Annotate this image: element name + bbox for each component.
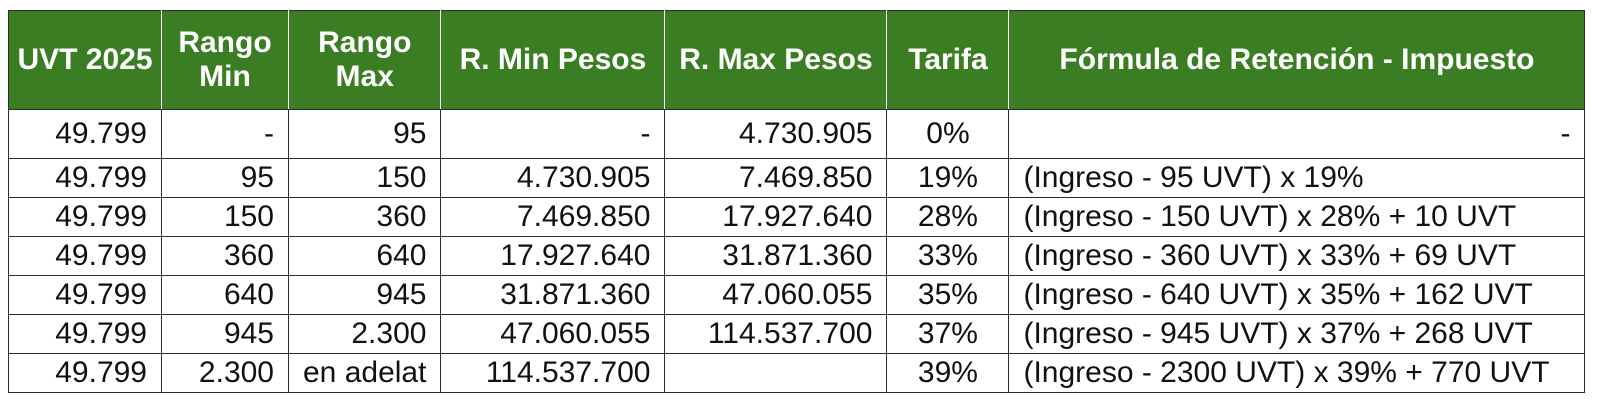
cell-rango-min: 150 — [161, 197, 289, 237]
cell-formula: - — [1008, 109, 1586, 159]
cell-formula: (Ingreso - 95 UVT) x 19% — [1008, 158, 1586, 198]
table-row: 49.799 945 2.300 47.060.055 114.537.700 … — [8, 314, 1586, 354]
cell-r-min-pesos: 17.927.640 — [440, 236, 666, 276]
cell-r-min-pesos: - — [440, 109, 666, 159]
cell-r-max-pesos: 17.927.640 — [664, 197, 888, 237]
cell-rango-min: - — [161, 109, 289, 159]
cell-r-max-pesos: 47.060.055 — [664, 275, 888, 315]
cell-r-max-pesos: 114.537.700 — [664, 314, 888, 354]
cell-rango-max: 2.300 — [287, 314, 442, 354]
cell-rango-max: en adelat — [287, 353, 442, 393]
cell-rango-max: 640 — [287, 236, 442, 276]
cell-rango-max: 945 — [287, 275, 442, 315]
header-r-max-pesos: R. Max Pesos — [664, 10, 888, 110]
cell-r-min-pesos: 47.060.055 — [440, 314, 666, 354]
table-row: 49.799 360 640 17.927.640 31.871.360 33%… — [8, 236, 1586, 276]
header-tarifa: Tarifa — [886, 10, 1010, 110]
cell-tarifa: 35% — [886, 275, 1010, 315]
cell-formula: (Ingreso - 2300 UVT) x 39% + 770 UVT — [1008, 353, 1586, 393]
header-uvt: UVT 2025 — [8, 10, 162, 110]
cell-uvt: 49.799 — [8, 158, 162, 198]
cell-rango-max: 360 — [287, 197, 442, 237]
cell-r-max-pesos: 4.730.905 — [664, 109, 888, 159]
table-row: 49.799 - 95 - 4.730.905 0% - — [8, 109, 1586, 159]
cell-uvt: 49.799 — [8, 109, 162, 159]
cell-r-max-pesos: 31.871.360 — [664, 236, 888, 276]
cell-tarifa: 19% — [886, 158, 1010, 198]
cell-formula: (Ingreso - 640 UVT) x 35% + 162 UVT — [1008, 275, 1586, 315]
retention-table: UVT 2025 Rango Min Rango Max R. Min Peso… — [8, 10, 1586, 393]
cell-tarifa: 37% — [886, 314, 1010, 354]
cell-uvt: 49.799 — [8, 353, 162, 393]
cell-tarifa: 39% — [886, 353, 1010, 393]
cell-r-min-pesos: 7.469.850 — [440, 197, 666, 237]
cell-rango-max: 150 — [287, 158, 442, 198]
cell-rango-max: 95 — [287, 109, 442, 159]
cell-uvt: 49.799 — [8, 275, 162, 315]
cell-r-min-pesos: 31.871.360 — [440, 275, 666, 315]
cell-rango-min: 360 — [161, 236, 289, 276]
cell-rango-min: 95 — [161, 158, 289, 198]
retention-table-container: UVT 2025 Rango Min Rango Max R. Min Peso… — [8, 10, 1586, 393]
cell-formula: (Ingreso - 360 UVT) x 33% + 69 UVT — [1008, 236, 1586, 276]
header-r-min-pesos: R. Min Pesos — [440, 10, 666, 110]
cell-tarifa: 28% — [886, 197, 1010, 237]
cell-r-min-pesos: 114.537.700 — [440, 353, 666, 393]
header-formula: Fórmula de Retención - Impuesto — [1008, 10, 1586, 110]
cell-rango-min: 2.300 — [161, 353, 289, 393]
cell-r-max-pesos: 7.469.850 — [664, 158, 888, 198]
table-row: 49.799 150 360 7.469.850 17.927.640 28% … — [8, 197, 1586, 237]
cell-tarifa: 33% — [886, 236, 1010, 276]
cell-rango-min: 640 — [161, 275, 289, 315]
table-row: 49.799 640 945 31.871.360 47.060.055 35%… — [8, 275, 1586, 315]
cell-rango-min: 945 — [161, 314, 289, 354]
header-rango-min: Rango Min — [161, 10, 289, 110]
cell-formula: (Ingreso - 150 UVT) x 28% + 10 UVT — [1008, 197, 1586, 237]
cell-r-min-pesos: 4.730.905 — [440, 158, 666, 198]
cell-tarifa: 0% — [886, 109, 1010, 159]
table-row: 49.799 2.300 en adelat 114.537.700 39% (… — [8, 353, 1586, 393]
header-row: UVT 2025 Rango Min Rango Max R. Min Peso… — [8, 10, 1586, 110]
cell-uvt: 49.799 — [8, 197, 162, 237]
table-row: 49.799 95 150 4.730.905 7.469.850 19% (I… — [8, 158, 1586, 198]
cell-formula: (Ingreso - 945 UVT) x 37% + 268 UVT — [1008, 314, 1586, 354]
cell-uvt: 49.799 — [8, 236, 162, 276]
cell-uvt: 49.799 — [8, 314, 162, 354]
cell-r-max-pesos — [664, 353, 888, 393]
header-rango-max: Rango Max — [287, 10, 442, 110]
